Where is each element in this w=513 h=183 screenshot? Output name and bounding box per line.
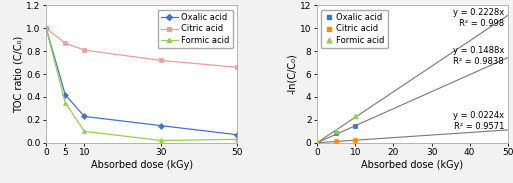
Citric acid (157, 59, 164, 61)
Formic acid (314, 142, 320, 144)
Formic acid (234, 138, 240, 140)
Formic acid (43, 27, 49, 29)
Oxalic acid (333, 132, 339, 134)
Legend: Oxalic acid, Citric acid, Formic acid: Oxalic acid, Citric acid, Formic acid (321, 10, 388, 48)
Text: y = 0.0224x
R² = 0.9571: y = 0.0224x R² = 0.9571 (453, 111, 504, 131)
Citric acid (62, 42, 68, 44)
Formic acid (352, 115, 358, 117)
Line: Oxalic acid: Oxalic acid (44, 26, 239, 137)
Oxalic acid (62, 94, 68, 96)
Legend: Oxalic acid, Citric acid, Formic acid: Oxalic acid, Citric acid, Formic acid (157, 10, 233, 48)
Citric acid (43, 27, 49, 29)
Oxalic acid (234, 134, 240, 136)
Line: Oxalic acid: Oxalic acid (314, 124, 358, 145)
Oxalic acid (81, 115, 87, 117)
Oxalic acid (157, 124, 164, 127)
Formic acid (81, 130, 87, 132)
Oxalic acid (352, 125, 358, 127)
Formic acid (62, 102, 68, 104)
Text: y = 0.1488x
R² = 0.9838: y = 0.1488x R² = 0.9838 (452, 46, 504, 66)
Formic acid (333, 130, 339, 132)
Line: Citric acid: Citric acid (44, 26, 239, 69)
Oxalic acid (43, 27, 49, 29)
Line: Citric acid: Citric acid (314, 138, 358, 145)
Y-axis label: TOC ratio (C/C₀): TOC ratio (C/C₀) (13, 36, 24, 113)
Text: y = 0.2228x
R² = 0.998: y = 0.2228x R² = 0.998 (453, 8, 504, 28)
Citric acid (81, 49, 87, 51)
Oxalic acid (314, 142, 320, 144)
Citric acid (333, 140, 339, 142)
X-axis label: Absorbed dose (kGy): Absorbed dose (kGy) (362, 160, 464, 170)
Line: Formic acid: Formic acid (314, 114, 358, 145)
Citric acid (352, 139, 358, 141)
Line: Formic acid: Formic acid (44, 26, 239, 143)
Citric acid (314, 142, 320, 144)
X-axis label: Absorbed dose (kGy): Absorbed dose (kGy) (90, 160, 192, 170)
Citric acid (234, 66, 240, 68)
Formic acid (157, 139, 164, 142)
Y-axis label: -ln(C/C₀): -ln(C/C₀) (287, 54, 297, 94)
